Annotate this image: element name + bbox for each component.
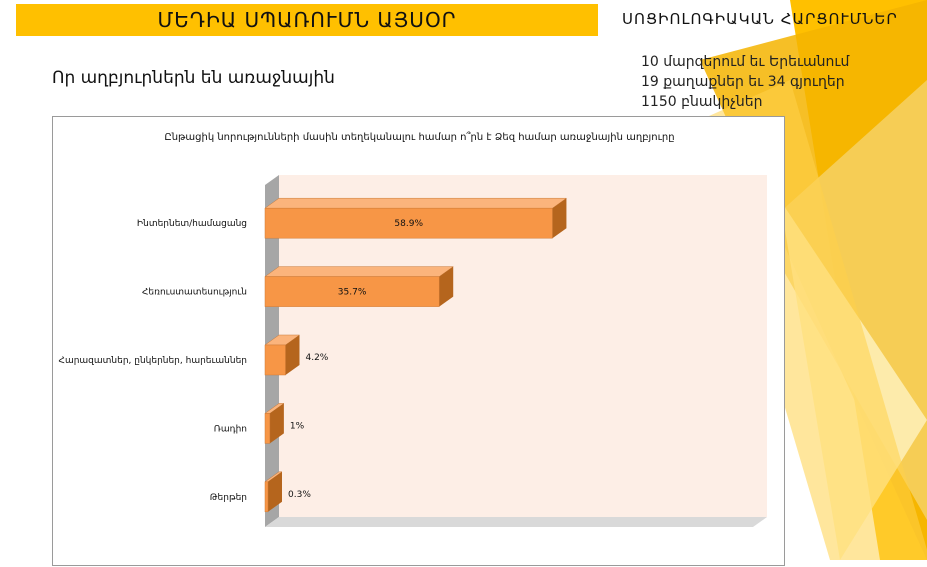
- data-label: 0.3%: [288, 490, 311, 500]
- page-title: ՄԵԴԻԱ ՍՊԱՌՈՒՄՆ ԱՅՍՕՐ: [157, 8, 457, 32]
- bar: [264, 481, 269, 513]
- fact-line: 19 քաղաքներ եւ 34 գյուղեր: [641, 74, 845, 90]
- bar: [264, 413, 271, 444]
- bar-side-face: [269, 403, 284, 444]
- bar-side-face: [268, 471, 282, 512]
- chart-title: Ընթացիկ նորությունների մասին տեղեկանալու…: [164, 132, 675, 143]
- category-label: Թերթեր: [210, 493, 247, 503]
- plot-floor: [265, 517, 767, 527]
- bar-top-face: [264, 266, 454, 277]
- bar-side-face: [285, 335, 300, 375]
- data-label: 35.7%: [338, 288, 367, 298]
- title-banner: ՄԵԴԻԱ ՍՊԱՌՈՒՄՆ ԱՅՍՕՐ: [16, 4, 598, 36]
- bar-chart: Ինտերնետ/համացանց 58.9% Հեռուստատեսություն…: [59, 175, 767, 527]
- data-label: 1%: [290, 421, 305, 431]
- category-label: Հեռուստատեսություն: [142, 288, 247, 298]
- bar: [264, 344, 286, 376]
- page-subtitle: Որ աղբյուրներն են առաջնային: [52, 68, 335, 88]
- bar: [264, 207, 553, 239]
- bar-side-face: [439, 266, 454, 307]
- chart-panel: Ընթացիկ նորությունների մասին տեղեկանալու…: [52, 116, 785, 566]
- fact-line: 10 մարզերում եւ Երեւանում: [641, 54, 850, 70]
- category-label: Հարազատներ, ընկերներ, հարեւաններ: [59, 356, 248, 366]
- category-label: Ինտերնետ/համացանց: [137, 219, 247, 229]
- data-label: 4.2%: [305, 353, 328, 363]
- bar-side-face: [552, 198, 567, 239]
- fact-line: 1150 բնակիչներ: [641, 94, 763, 110]
- data-label: 58.9%: [394, 219, 423, 229]
- bar-top-face: [264, 197, 568, 209]
- survey-facts: 10 մարզերում եւ Երեւանում 19 քաղաքներ եւ…: [641, 52, 849, 112]
- plot-back-wall: [279, 175, 767, 517]
- survey-heading: ՍՈՑԻՈԼՈԳԻԱԿԱՆ ՀԱՐՑՈՒՄՆԵՐ: [622, 10, 898, 28]
- category-label: Ռադիո: [214, 424, 247, 434]
- bar: [264, 276, 440, 307]
